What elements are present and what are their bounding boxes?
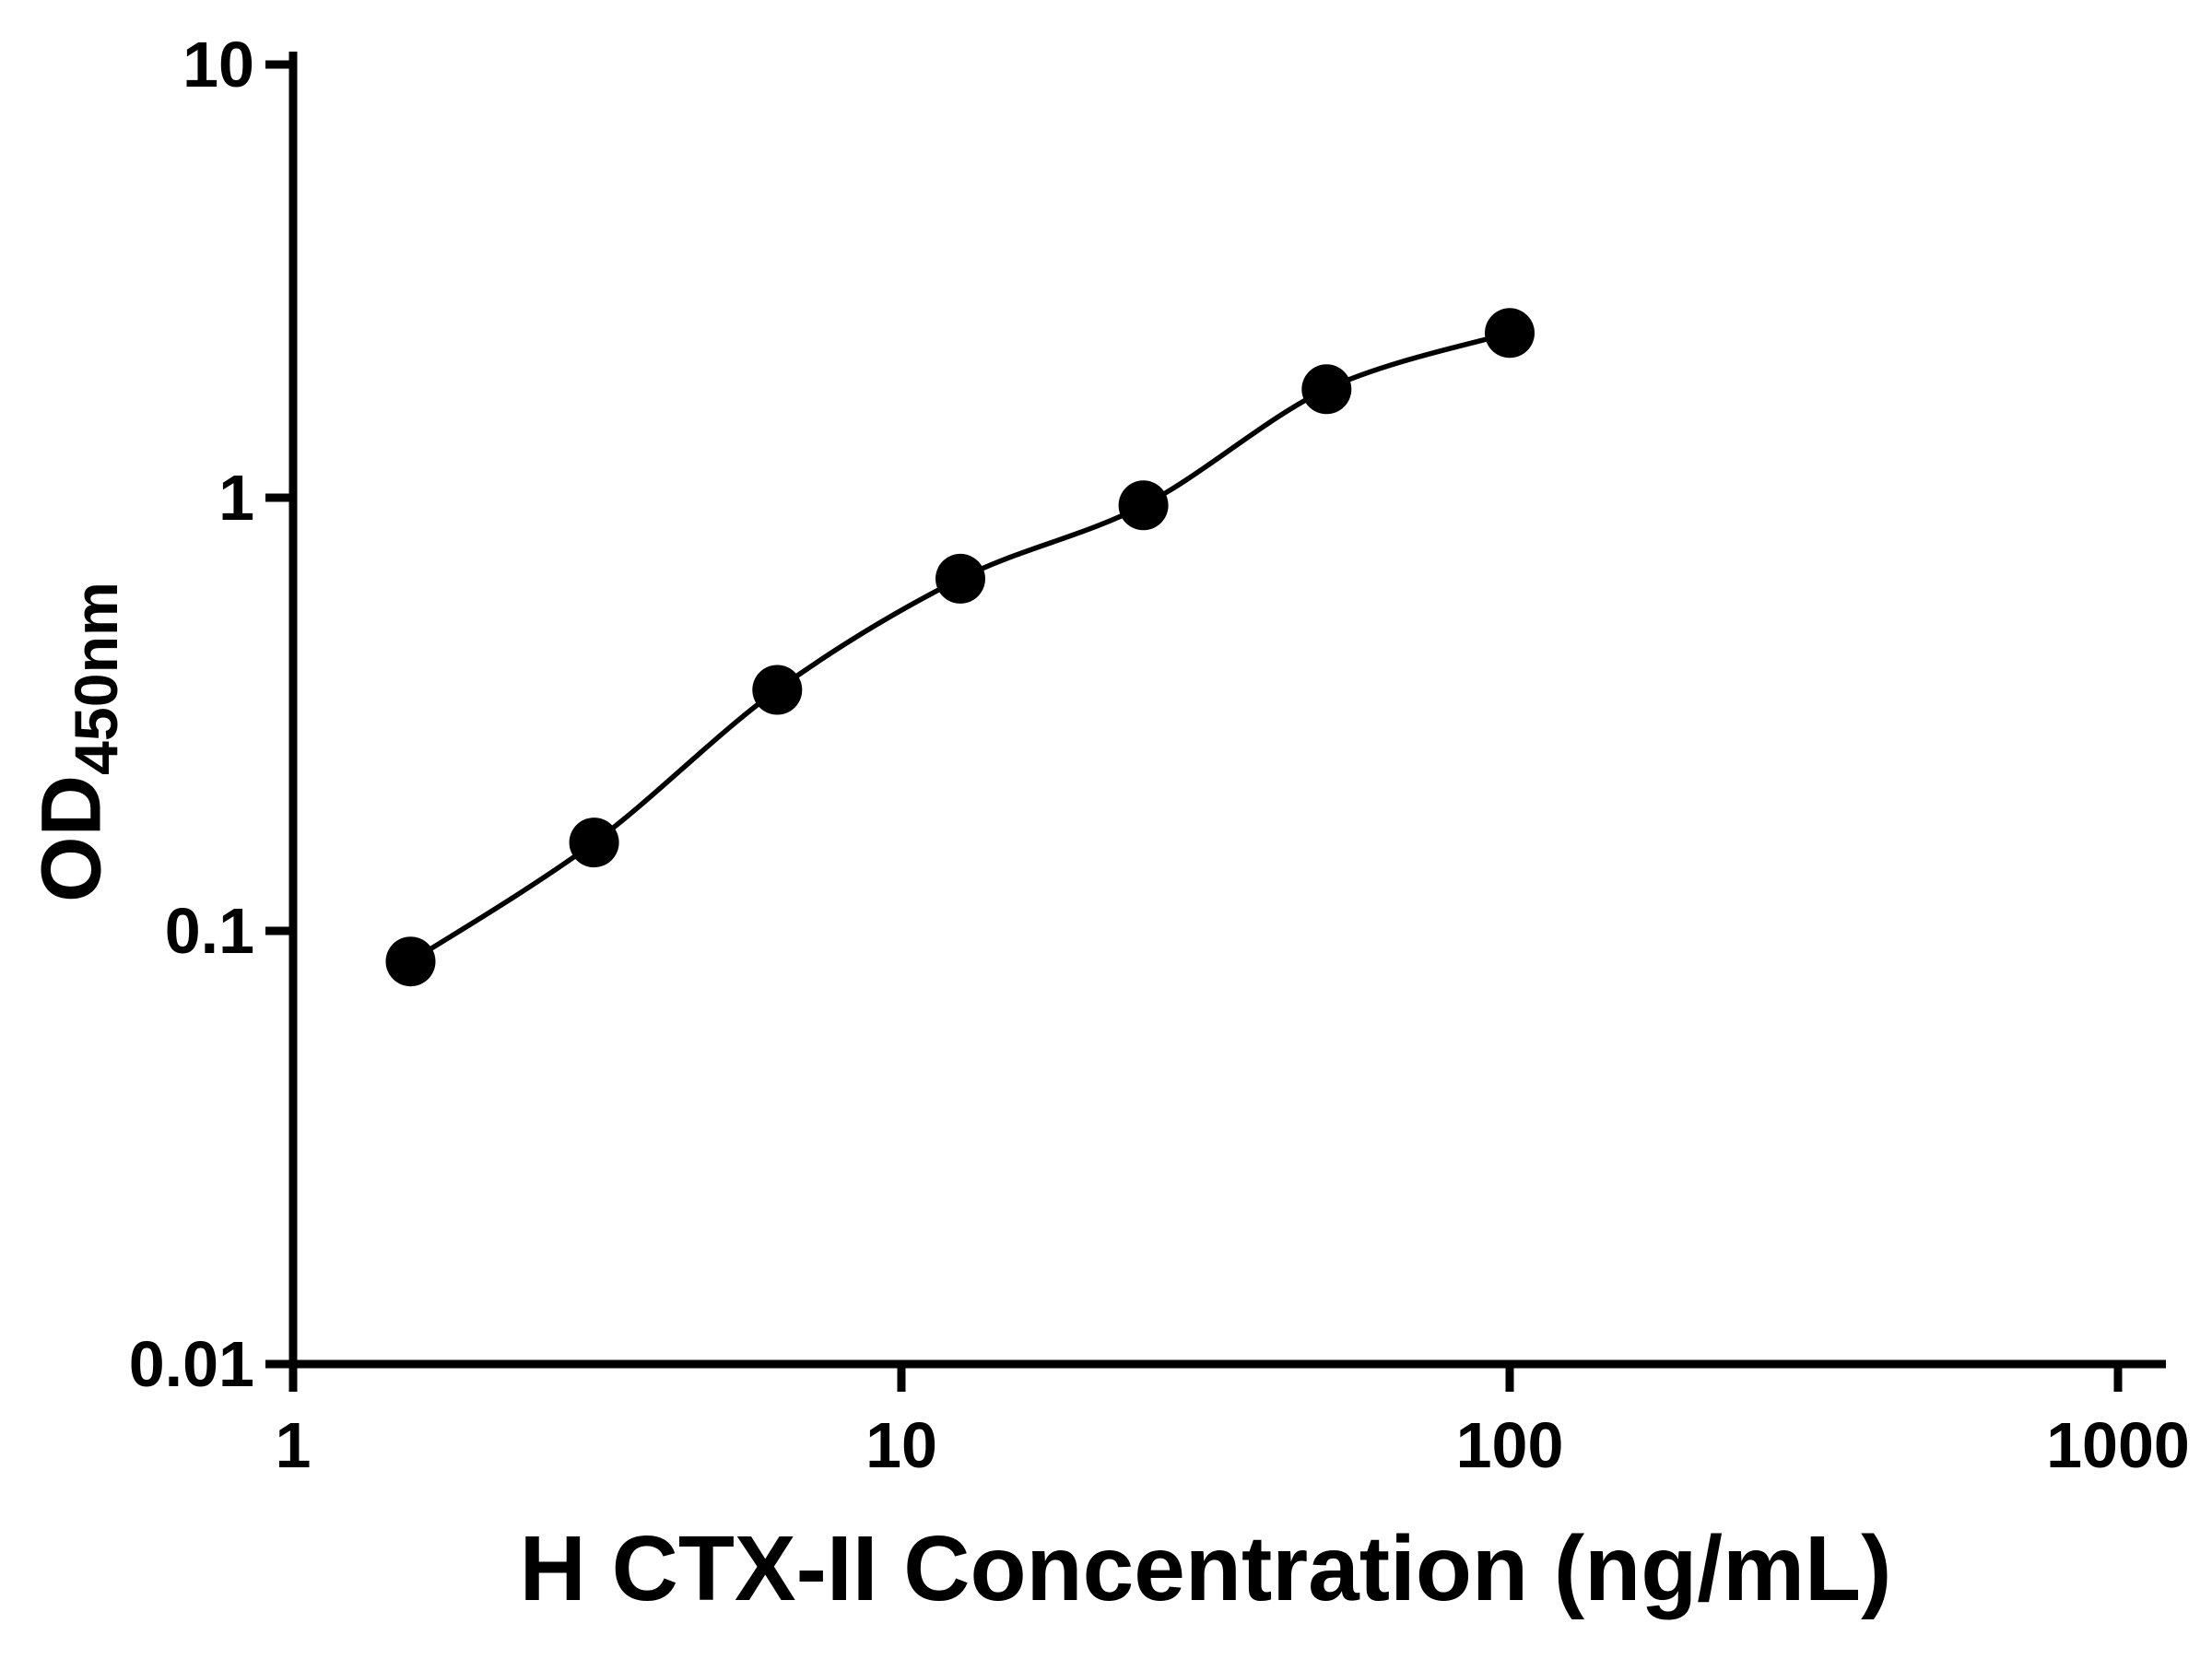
data-point <box>385 936 436 987</box>
y-tick-label: 0.01 <box>129 1328 254 1400</box>
data-point <box>935 553 985 604</box>
x-axis-title: H CTX-II Concentration (ng/mL) <box>519 1517 1892 1620</box>
x-tick-label: 1 <box>276 1409 312 1481</box>
axis-spines <box>288 52 2166 1369</box>
y-tick-label: 10 <box>182 29 254 100</box>
y-axis-title: OD450nm <box>25 582 132 902</box>
y-tick-label: 0.1 <box>165 895 254 967</box>
y-tick-label: 1 <box>218 462 254 534</box>
data-point <box>569 818 619 868</box>
x-tick-label: 10 <box>865 1409 937 1481</box>
y-axis-title-subscript: 450nm <box>63 582 132 775</box>
y-axis-title-main: OD <box>24 774 119 902</box>
x-tick-label: 100 <box>1456 1409 1564 1481</box>
fit-curve <box>409 330 1511 964</box>
data-point <box>1485 308 1535 359</box>
data-point <box>1118 480 1169 531</box>
x-tick-label: 1000 <box>2046 1409 2190 1481</box>
data-point <box>1301 364 1352 415</box>
data-point <box>752 665 803 715</box>
